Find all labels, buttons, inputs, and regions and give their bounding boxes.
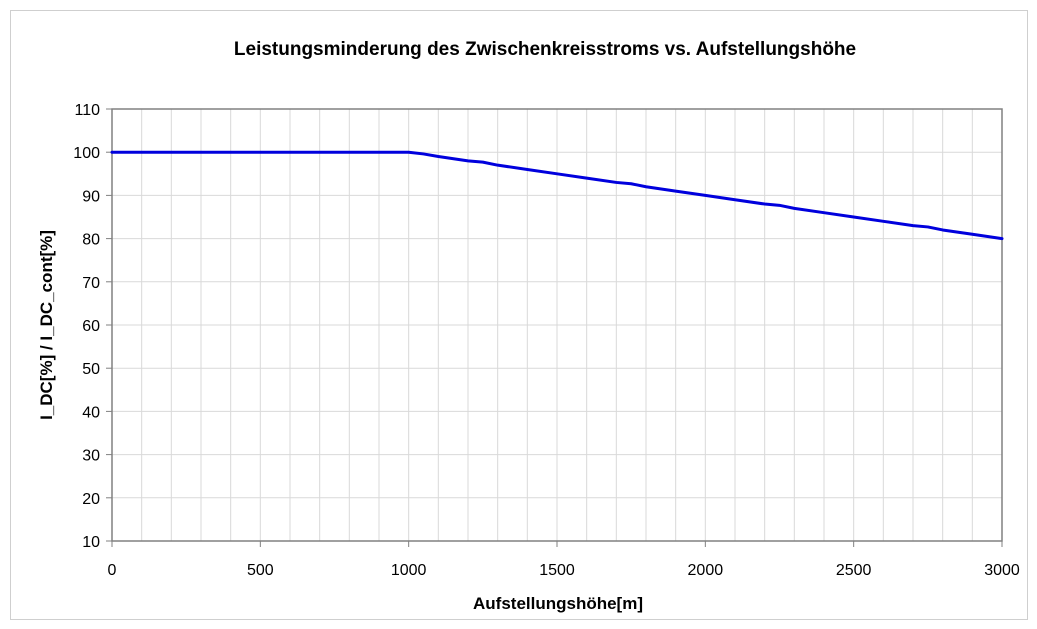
y-tick-label: 100 xyxy=(73,145,100,162)
series-line-1 xyxy=(110,150,1004,241)
y-tick-label: 60 xyxy=(82,318,100,335)
y-tick-label: 40 xyxy=(82,404,100,421)
x-tick-label: 2000 xyxy=(688,562,724,579)
x-axis-label: Aufstellungshöhe[m] xyxy=(473,594,643,613)
y-tick-label: 90 xyxy=(82,188,100,205)
x-tick-label: 0 xyxy=(108,562,117,579)
y-tick-label: 50 xyxy=(82,361,100,378)
y-axis-label: I_DC[%] / I_DC_cont[%] xyxy=(37,230,56,420)
series-layer xyxy=(110,150,1004,241)
y-tick-label: 80 xyxy=(82,232,100,249)
chart-frame xyxy=(10,10,1028,620)
y-tick-label: 110 xyxy=(74,102,100,119)
x-tick-label: 1000 xyxy=(391,562,427,579)
x-tick-label: 3000 xyxy=(984,562,1020,579)
y-tick-label: 70 xyxy=(82,275,100,292)
x-tick-label: 2500 xyxy=(836,562,872,579)
y-tick-label: 20 xyxy=(82,491,100,508)
y-tick-label: 10 xyxy=(82,534,100,551)
plot-area xyxy=(111,108,1003,542)
chart-title: Leistungsminderung des Zwischenkreisstro… xyxy=(234,39,856,60)
tick-labels: 10 20 30 40 50 60 70 80 90 100 110 0 500 1000 1500 2000… xyxy=(73,102,1020,579)
y-tick-label: 30 xyxy=(82,448,100,465)
x-tick-label: 500 xyxy=(247,562,274,579)
x-tick-label: 1500 xyxy=(539,562,575,579)
grid xyxy=(112,109,1002,541)
